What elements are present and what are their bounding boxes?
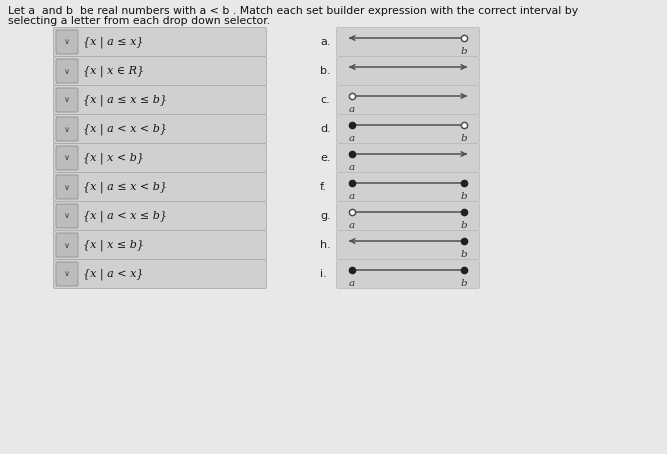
Text: a: a (349, 134, 355, 143)
FancyBboxPatch shape (336, 143, 480, 173)
FancyBboxPatch shape (56, 59, 78, 83)
Text: b: b (461, 221, 468, 230)
Text: ∨: ∨ (64, 183, 70, 192)
FancyBboxPatch shape (53, 202, 267, 231)
FancyBboxPatch shape (56, 233, 78, 257)
FancyBboxPatch shape (56, 88, 78, 112)
Text: ∨: ∨ (64, 241, 70, 250)
FancyBboxPatch shape (56, 117, 78, 141)
FancyBboxPatch shape (53, 28, 267, 56)
Text: {x | a ≤ x ≤ b}: {x | a ≤ x ≤ b} (83, 94, 167, 106)
FancyBboxPatch shape (56, 262, 78, 286)
Text: i.: i. (320, 269, 327, 279)
Text: b: b (461, 47, 468, 56)
Text: e.: e. (320, 153, 331, 163)
Text: Let a  and b  be real numbers with a < b . Match each set builder expression wit: Let a and b be real numbers with a < b .… (8, 6, 578, 16)
FancyBboxPatch shape (336, 56, 480, 85)
Text: a: a (349, 105, 355, 114)
FancyBboxPatch shape (56, 30, 78, 54)
FancyBboxPatch shape (53, 231, 267, 260)
Text: b: b (461, 279, 468, 288)
Text: ∨: ∨ (64, 95, 70, 104)
Text: b.: b. (320, 66, 331, 76)
FancyBboxPatch shape (336, 173, 480, 202)
Text: {x | a < x}: {x | a < x} (83, 268, 143, 280)
Text: d.: d. (320, 124, 331, 134)
FancyBboxPatch shape (336, 28, 480, 56)
FancyBboxPatch shape (56, 204, 78, 228)
Text: c.: c. (320, 95, 329, 105)
FancyBboxPatch shape (53, 56, 267, 85)
FancyBboxPatch shape (336, 260, 480, 288)
FancyBboxPatch shape (336, 114, 480, 143)
Text: b: b (461, 250, 468, 259)
Text: {x | a < x ≤ b}: {x | a < x ≤ b} (83, 210, 167, 222)
Text: ∨: ∨ (64, 66, 70, 75)
Text: selecting a letter from each drop down selector.: selecting a letter from each drop down s… (8, 16, 270, 26)
FancyBboxPatch shape (53, 85, 267, 114)
Text: g.: g. (320, 211, 331, 221)
Text: {x | x < b}: {x | x < b} (83, 152, 144, 164)
Text: {x | x ≤ b}: {x | x ≤ b} (83, 239, 144, 251)
Text: b: b (461, 134, 468, 143)
Text: {x | x ∈ R}: {x | x ∈ R} (83, 65, 144, 77)
Text: ∨: ∨ (64, 124, 70, 133)
Text: h.: h. (320, 240, 331, 250)
Text: ∨: ∨ (64, 212, 70, 221)
Text: {x | a < x < b}: {x | a < x < b} (83, 123, 167, 135)
Text: ∨: ∨ (64, 38, 70, 46)
FancyBboxPatch shape (56, 175, 78, 199)
Text: a: a (349, 279, 355, 288)
Text: a: a (349, 221, 355, 230)
Text: {x | a ≤ x < b}: {x | a ≤ x < b} (83, 181, 167, 193)
FancyBboxPatch shape (336, 231, 480, 260)
Text: ∨: ∨ (64, 270, 70, 278)
FancyBboxPatch shape (53, 143, 267, 173)
FancyBboxPatch shape (336, 85, 480, 114)
Text: a: a (349, 163, 355, 172)
FancyBboxPatch shape (53, 260, 267, 288)
Text: f.: f. (320, 182, 327, 192)
Text: b: b (461, 192, 468, 201)
Text: {x | a ≤ x}: {x | a ≤ x} (83, 36, 143, 48)
FancyBboxPatch shape (56, 146, 78, 170)
FancyBboxPatch shape (53, 173, 267, 202)
Text: ∨: ∨ (64, 153, 70, 163)
FancyBboxPatch shape (53, 114, 267, 143)
Text: a.: a. (320, 37, 331, 47)
Text: a: a (349, 192, 355, 201)
FancyBboxPatch shape (336, 202, 480, 231)
